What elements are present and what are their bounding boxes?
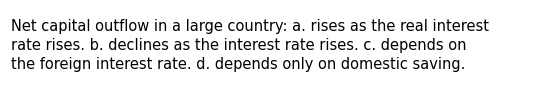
Text: Net capital outflow in a large country: a. rises as the real interest
rate rises: Net capital outflow in a large country: … <box>11 19 489 72</box>
